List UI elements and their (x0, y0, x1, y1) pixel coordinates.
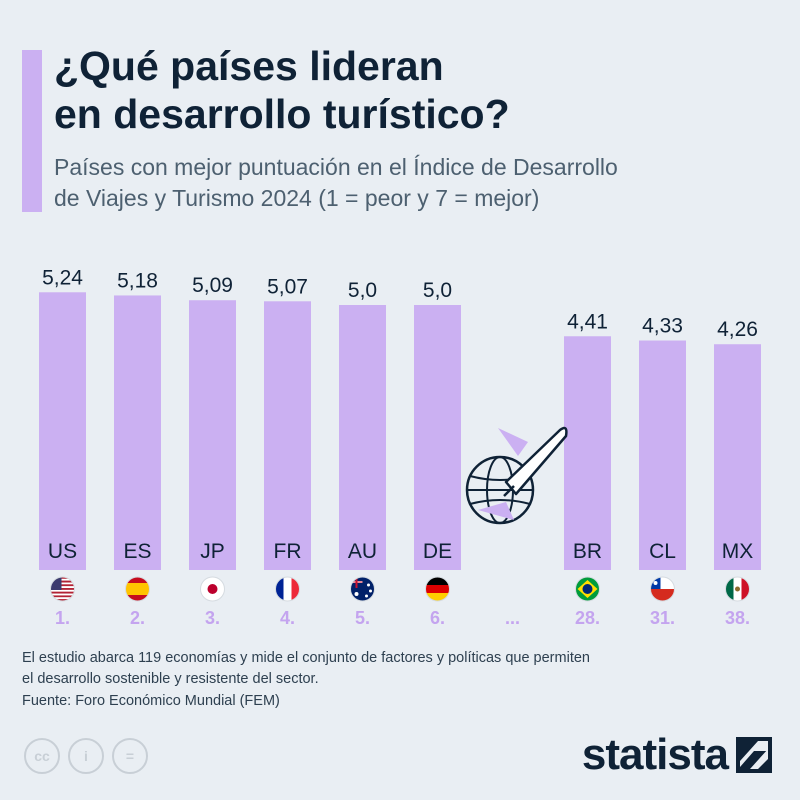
bar-us (39, 292, 86, 570)
value-label-cl: 4,33 (642, 315, 683, 338)
value-label-mx: 4,26 (717, 318, 758, 341)
bar-jp (189, 300, 236, 570)
rank-label-cl: 31. (650, 608, 675, 628)
license-icons: cc i = (24, 738, 148, 774)
rank-label-fr: 4. (280, 608, 295, 628)
chart-subtitle: Países con mejor puntuación en el Índice… (54, 154, 618, 211)
bar-mx (714, 344, 761, 570)
category-label-us: US (48, 540, 77, 563)
source-note: Fuente: Foro Económico Mundial (FEM) (22, 693, 280, 709)
bar-cl (639, 340, 686, 570)
flag-es-icon (125, 576, 150, 602)
value-label-es: 5,18 (117, 269, 158, 292)
flag-de-icon (425, 576, 450, 602)
category-label-br: BR (573, 540, 602, 563)
rank-label-es: 2. (130, 608, 145, 628)
bar-au (339, 305, 386, 570)
bar-es (114, 295, 161, 570)
flag-au-icon (350, 576, 375, 602)
category-label-jp: JP (200, 540, 225, 563)
category-label-au: AU (348, 540, 377, 563)
rank-label-jp: 3. (205, 608, 220, 628)
rank-label-br: 28. (575, 608, 600, 628)
title-accent-bar (22, 50, 42, 212)
value-label-br: 4,41 (567, 310, 608, 333)
category-label-fr: FR (274, 540, 302, 563)
flag-us-icon (50, 576, 75, 602)
footnote: El estudio abarca 119 economías y mide e… (22, 650, 590, 687)
creative-commons-icon[interactable]: cc (24, 738, 60, 774)
flag-mx-icon (725, 576, 750, 602)
flag-jp-icon (200, 576, 225, 602)
bar-chart: 5,24 US 1. 5,18 ES 2. 5,09 JP 3. 5,07 FR 4. 5,0 AU 5. 5… (39, 266, 761, 628)
gap-ellipsis: ... (505, 608, 520, 628)
value-label-fr: 5,07 (267, 275, 308, 298)
no-derivatives-icon[interactable]: = (112, 738, 148, 774)
airplane-globe-icon (465, 426, 568, 525)
brand-name: statista (581, 730, 729, 779)
category-label-mx: MX (722, 540, 754, 563)
flag-fr-icon (275, 576, 300, 602)
value-label-de: 5,0 (423, 279, 452, 302)
flag-br-icon (575, 576, 600, 602)
category-label-cl: CL (649, 540, 676, 563)
category-label-es: ES (123, 540, 151, 563)
value-label-au: 5,0 (348, 279, 377, 302)
chart-title: ¿Qué países lideran en desarrollo turíst… (54, 43, 510, 137)
category-label-de: DE (423, 540, 452, 563)
flag-cl-icon (650, 576, 675, 602)
rank-label-us: 1. (55, 608, 70, 628)
value-label-jp: 5,09 (192, 274, 233, 297)
bar-de (414, 305, 461, 570)
attribution-icon[interactable]: i (68, 738, 104, 774)
rank-label-au: 5. (355, 608, 370, 628)
statista-logo-icon (736, 737, 772, 773)
bar-fr (264, 301, 311, 570)
bar-br (564, 336, 611, 570)
statista-logo[interactable]: statista (582, 730, 772, 780)
value-label-us: 5,24 (42, 266, 83, 289)
rank-label-mx: 38. (725, 608, 750, 628)
rank-label-de: 6. (430, 608, 445, 628)
